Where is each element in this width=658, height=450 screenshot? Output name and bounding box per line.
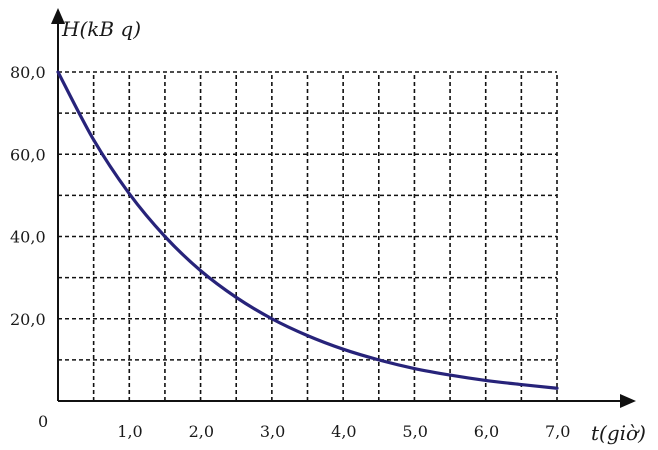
x-tick-label-5: 5,0 (402, 422, 427, 441)
grid (58, 71, 558, 401)
x-tick-label-6: 6,0 (474, 422, 499, 441)
series-layer (56, 70, 559, 390)
y-tick-label-1: 20,0 (10, 310, 46, 329)
x-tick-label-3: 3,0 (260, 422, 285, 441)
x-tick-label-1: 1,0 (117, 422, 142, 441)
y-axis-arrow (51, 8, 65, 24)
x-tick-label-4: 4,0 (331, 422, 356, 441)
axes (51, 8, 636, 408)
y-tick-label-4: 80,0 (10, 63, 46, 82)
tick-labels: 1,0 2,0 3,0 4,0 5,0 6,0 7,0 20,0 40,0 60,0 80,0 (10, 63, 570, 441)
x-tick-label-2: 2,0 (189, 422, 214, 441)
x-tick-label-7: 7,0 (545, 422, 570, 441)
x-axis-title: t(giờ) (591, 421, 646, 445)
x-axis-arrow (620, 394, 636, 408)
decay-curve-line (56, 70, 559, 390)
y-tick-label-2: 40,0 (10, 228, 46, 247)
y-tick-label-3: 60,0 (10, 145, 46, 164)
origin-label: 0 (38, 412, 48, 431)
y-axis-title: H(kB q) (61, 17, 141, 41)
